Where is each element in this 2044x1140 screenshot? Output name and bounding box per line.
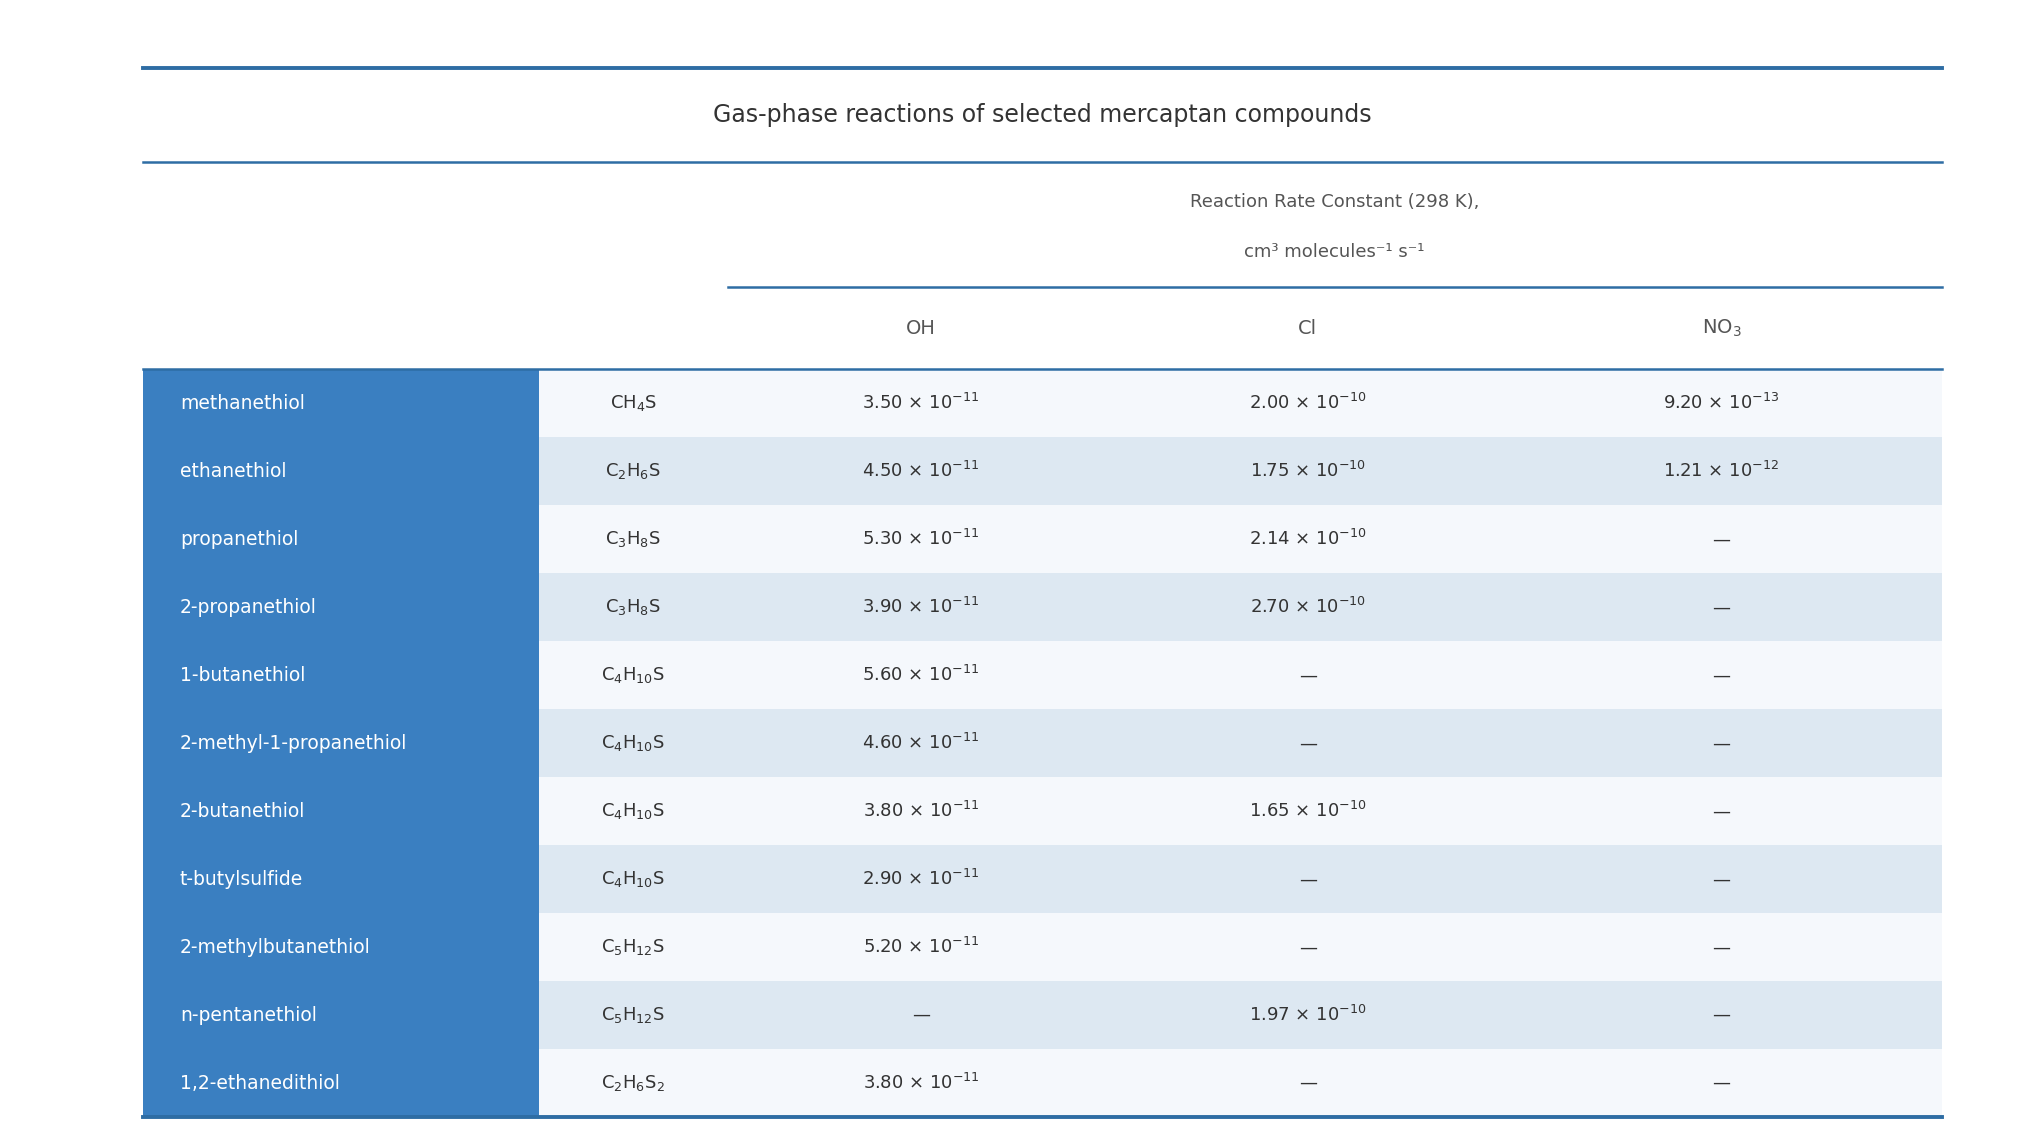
Bar <box>540 709 1942 777</box>
Text: 3.90 × 10$^{-11}$: 3.90 × 10$^{-11}$ <box>863 597 979 618</box>
Text: n-pentanethiol: n-pentanethiol <box>180 1005 317 1025</box>
Text: —: — <box>1713 734 1731 752</box>
Bar <box>143 369 540 438</box>
Text: 5.30 × 10$^{-11}$: 5.30 × 10$^{-11}$ <box>863 529 979 549</box>
Text: —: — <box>1713 598 1731 617</box>
Bar <box>143 438 540 505</box>
Bar <box>540 438 1942 505</box>
Text: C$_3$H$_8$S: C$_3$H$_8$S <box>605 597 660 617</box>
Text: 5.60 × 10$^{-11}$: 5.60 × 10$^{-11}$ <box>863 666 979 685</box>
Text: C$_3$H$_8$S: C$_3$H$_8$S <box>605 529 660 549</box>
Bar <box>143 1049 540 1117</box>
Text: —: — <box>1298 938 1316 956</box>
Text: 4.50 × 10$^{-11}$: 4.50 × 10$^{-11}$ <box>863 462 979 481</box>
Text: —: — <box>1713 938 1731 956</box>
Text: Gas-phase reactions of selected mercaptan compounds: Gas-phase reactions of selected mercapta… <box>713 103 1372 128</box>
Bar <box>143 573 540 642</box>
Bar <box>143 287 1942 369</box>
Bar <box>143 982 540 1049</box>
Text: 1.65 × 10$^{-10}$: 1.65 × 10$^{-10}$ <box>1249 801 1367 821</box>
Text: —: — <box>1713 1074 1731 1092</box>
Text: C$_4$H$_{10}$S: C$_4$H$_{10}$S <box>601 733 664 754</box>
Bar <box>540 1049 1942 1117</box>
Bar <box>540 573 1942 642</box>
Text: —: — <box>1713 1007 1731 1024</box>
Bar <box>540 845 1942 913</box>
Text: 1.21 × 10$^{-12}$: 1.21 × 10$^{-12}$ <box>1664 462 1780 481</box>
Text: —: — <box>912 1007 930 1024</box>
Text: cm³ molecules⁻¹ s⁻¹: cm³ molecules⁻¹ s⁻¹ <box>1245 243 1425 261</box>
Bar <box>143 505 540 573</box>
Text: t-butylsulfide: t-butylsulfide <box>180 870 303 889</box>
Text: 1,2-ethanedithiol: 1,2-ethanedithiol <box>180 1074 339 1093</box>
Bar <box>143 642 540 709</box>
Text: 4.60 × 10$^{-11}$: 4.60 × 10$^{-11}$ <box>863 733 979 754</box>
Text: 2.90 × 10$^{-11}$: 2.90 × 10$^{-11}$ <box>863 869 979 889</box>
Text: C$_5$H$_{12}$S: C$_5$H$_{12}$S <box>601 1005 664 1025</box>
Text: —: — <box>1298 870 1316 888</box>
Text: —: — <box>1298 734 1316 752</box>
Text: 9.20 × 10$^{-13}$: 9.20 × 10$^{-13}$ <box>1664 393 1780 414</box>
Text: 1-butanethiol: 1-butanethiol <box>180 666 305 685</box>
Bar <box>143 777 540 845</box>
Bar <box>540 505 1942 573</box>
Bar <box>143 162 1942 287</box>
Text: 2.70 × 10$^{-10}$: 2.70 × 10$^{-10}$ <box>1249 597 1365 618</box>
Text: —: — <box>1713 803 1731 821</box>
Bar <box>540 777 1942 845</box>
Bar <box>143 709 540 777</box>
Text: —: — <box>1298 666 1316 684</box>
Bar <box>143 913 540 982</box>
Text: ethanethiol: ethanethiol <box>180 462 286 481</box>
Text: C$_5$H$_{12}$S: C$_5$H$_{12}$S <box>601 937 664 958</box>
Text: OH: OH <box>905 319 936 337</box>
Text: Cl: Cl <box>1298 319 1316 337</box>
Text: —: — <box>1713 530 1731 548</box>
Text: C$_2$H$_6$S: C$_2$H$_6$S <box>605 462 660 481</box>
Text: 1.97 × 10$^{-10}$: 1.97 × 10$^{-10}$ <box>1249 1005 1367 1025</box>
Text: C$_4$H$_{10}$S: C$_4$H$_{10}$S <box>601 870 664 889</box>
Text: NO$_3$: NO$_3$ <box>1701 318 1741 339</box>
Text: C$_4$H$_{10}$S: C$_4$H$_{10}$S <box>601 666 664 685</box>
Text: —: — <box>1713 666 1731 684</box>
Bar <box>540 369 1942 438</box>
Text: 3.80 × 10$^{-11}$: 3.80 × 10$^{-11}$ <box>863 1073 979 1093</box>
Text: 3.50 × 10$^{-11}$: 3.50 × 10$^{-11}$ <box>863 393 979 414</box>
Bar <box>143 68 1942 1117</box>
Bar <box>540 913 1942 982</box>
Text: C$_4$H$_{10}$S: C$_4$H$_{10}$S <box>601 801 664 821</box>
Text: CH$_4$S: CH$_4$S <box>609 393 656 414</box>
Bar <box>143 845 540 913</box>
Text: Reaction Rate Constant (298 K),: Reaction Rate Constant (298 K), <box>1190 193 1480 211</box>
Text: 2-methylbutanethiol: 2-methylbutanethiol <box>180 938 370 956</box>
Text: —: — <box>1298 1074 1316 1092</box>
Text: propanethiol: propanethiol <box>180 530 298 548</box>
Text: 3.80 × 10$^{-11}$: 3.80 × 10$^{-11}$ <box>863 801 979 821</box>
Text: C$_2$H$_6$S$_2$: C$_2$H$_6$S$_2$ <box>601 1073 664 1093</box>
Bar <box>540 982 1942 1049</box>
Text: 2.14 × 10$^{-10}$: 2.14 × 10$^{-10}$ <box>1249 529 1367 549</box>
Text: —: — <box>1713 870 1731 888</box>
Text: 2-propanethiol: 2-propanethiol <box>180 597 317 617</box>
Text: 5.20 × 10$^{-11}$: 5.20 × 10$^{-11}$ <box>863 937 979 958</box>
Text: 2-butanethiol: 2-butanethiol <box>180 801 305 821</box>
Text: 2-methyl-1-propanethiol: 2-methyl-1-propanethiol <box>180 734 407 752</box>
Text: 1.75 × 10$^{-10}$: 1.75 × 10$^{-10}$ <box>1249 462 1365 481</box>
Text: 2.00 × 10$^{-10}$: 2.00 × 10$^{-10}$ <box>1249 393 1367 414</box>
Bar <box>540 642 1942 709</box>
Text: methanethiol: methanethiol <box>180 393 305 413</box>
